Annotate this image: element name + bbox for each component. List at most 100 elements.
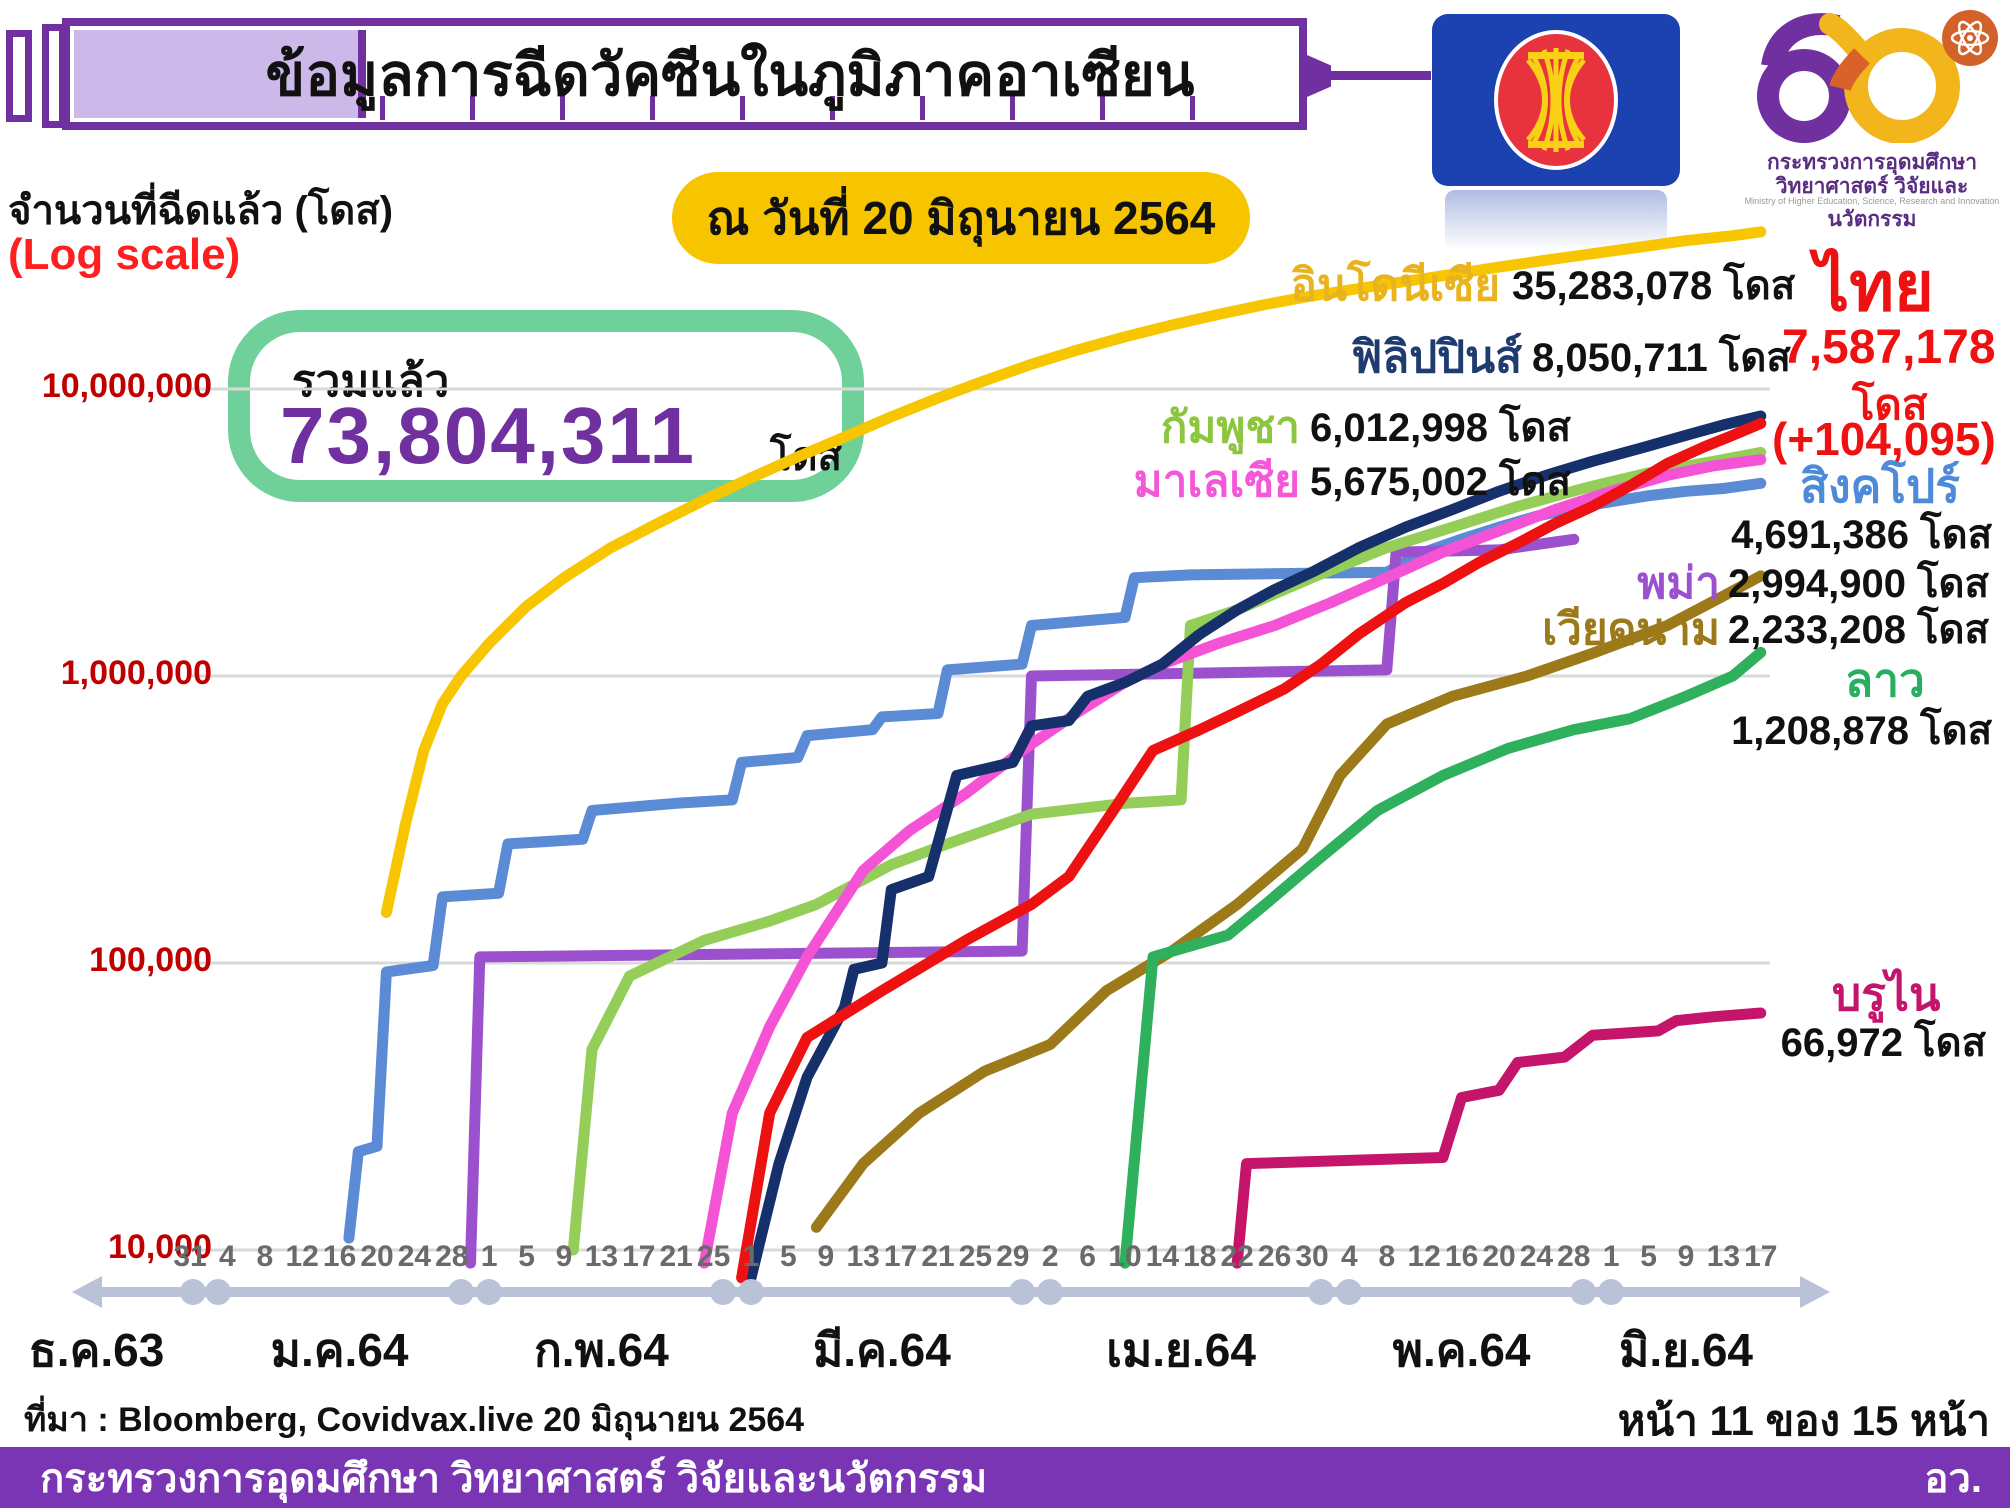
legend-label-philippines: ฟิลิปปินส์ — [1351, 333, 1522, 382]
series-line-myanmar — [465, 533, 1580, 1269]
mhesi-ministry-name-th-2: วิทยาศาสตร์ วิจัยและนวัตกรรม — [1775, 175, 1969, 231]
x-tick-label: 13 — [1706, 1240, 1741, 1273]
x-tick-label: 26 — [1257, 1240, 1292, 1273]
syringe-needle-icon — [1331, 71, 1431, 80]
x-tick-label: 20 — [360, 1240, 394, 1273]
x-tick-label: 25 — [696, 1240, 731, 1273]
legend-label-thailand: ไทย — [1815, 249, 1934, 325]
x-tick-label: 5 — [1640, 1240, 1657, 1273]
x-tick-label: 21 — [921, 1240, 955, 1273]
x-axis-left-arrow-icon — [72, 1276, 102, 1308]
x-tick-label: 25 — [958, 1240, 993, 1273]
series-line-thailand — [736, 417, 1767, 1284]
footer-ministry-abbr: อว. — [1924, 1456, 1982, 1501]
x-tick-label: 31 — [173, 1240, 207, 1273]
x-tick-label: 17 — [883, 1240, 918, 1273]
x-month-label: พ.ค.64 — [1392, 1324, 1531, 1376]
x-tick-label: 8 — [256, 1240, 274, 1273]
footer-bar: กระทรวงการอุดมศึกษา วิทยาศาสตร์ วิจัยและ… — [0, 1447, 2010, 1508]
syringe-scale-ticks-icon — [380, 96, 1280, 120]
legend-value-vietnam: 2,233,208 โดส — [1728, 608, 1989, 652]
x-axis-month-node — [448, 1279, 475, 1305]
legend-unit-thailand: โดส — [1852, 381, 1928, 428]
y-tick-label: 100,000 — [89, 941, 212, 979]
x-month-label: มิ.ย.64 — [1618, 1324, 1754, 1376]
x-tick-label: 16 — [322, 1240, 357, 1273]
page-number: หน้า 11 ของ 15 หน้า — [1617, 1397, 1990, 1444]
mhesi-logo: กระทรวงการอุดมศึกษา วิทยาศาสตร์ วิจัยและ… — [1742, 8, 2002, 231]
total-unit: โดส — [770, 435, 842, 479]
x-month-label: ธ.ค.63 — [28, 1324, 165, 1376]
x-tick-label: 1 — [1602, 1240, 1620, 1273]
x-tick-label: 14 — [1145, 1240, 1180, 1273]
x-tick-label: 17 — [1744, 1240, 1778, 1273]
x-month-label: ม.ค.64 — [270, 1324, 409, 1376]
atom-icon — [1942, 10, 1998, 66]
mhesi-ministry-name-en: Ministry of Higher Education, Science, R… — [1744, 196, 2000, 206]
x-tick-label: 8 — [1378, 1240, 1396, 1273]
x-axis-month-node — [1009, 1279, 1036, 1305]
x-axis-month-node — [1037, 1279, 1064, 1305]
series-line-philippines — [745, 410, 1767, 1284]
legend-label-cambodia: กัมพูชา — [1160, 403, 1300, 452]
x-tick-label: 12 — [1407, 1240, 1441, 1273]
x-tick-label: 28 — [1557, 1240, 1591, 1273]
legend-value-cambodia: 6,012,998 โดส — [1310, 406, 1571, 450]
log-scale-note: (Log scale) — [8, 230, 241, 279]
asean-flag-icon — [1432, 14, 1680, 186]
y-axis-title: จำนวนที่ฉีดแล้ว (โดส) — [8, 189, 394, 233]
source-note: ที่มา : Bloomberg, Covidvax.live 20 มิถุ… — [24, 1401, 805, 1439]
x-tick-label: 21 — [659, 1240, 693, 1273]
legend-label-vietnam: เวียดนาม — [1542, 605, 1720, 654]
x-tick-label: 9 — [817, 1240, 835, 1273]
as-of-date-badge: ณ วันที่ 20 มิถุนายน 2564 — [672, 172, 1250, 264]
y-tick-label: 10,000,000 — [41, 367, 212, 405]
legend-value-singapore: 4,691,386 โดส — [1731, 513, 1992, 557]
x-tick-label: 4 — [1341, 1240, 1358, 1273]
x-tick-label: 30 — [1295, 1240, 1329, 1273]
x-tick-label: 24 — [1519, 1240, 1554, 1273]
x-tick-label: 13 — [584, 1240, 619, 1273]
x-tick-label: 29 — [996, 1240, 1030, 1273]
x-axis-month-node — [1598, 1279, 1625, 1305]
footer-ministry-name: กระทรวงการอุดมศึกษา วิทยาศาสตร์ วิจัยและ… — [40, 1456, 988, 1501]
x-axis-month-node — [1308, 1279, 1335, 1305]
y-tick-label: 10,000 — [108, 1228, 212, 1266]
syringe-plunger-fill-icon — [74, 30, 366, 118]
x-tick-label: 4 — [219, 1240, 236, 1273]
x-tick-label: 16 — [1444, 1240, 1479, 1273]
x-axis-month-node — [1336, 1279, 1363, 1305]
x-tick-label: 9 — [555, 1240, 573, 1273]
series-line-laos — [1119, 646, 1767, 1269]
series-line-cambodia — [567, 446, 1767, 1256]
x-axis-month-node — [709, 1279, 736, 1305]
x-tick-label: 18 — [1183, 1240, 1217, 1273]
y-tick-label: 1,000,000 — [60, 654, 212, 692]
syringe-needle-hub-icon — [1307, 55, 1331, 97]
x-tick-label: 17 — [622, 1240, 656, 1273]
x-axis-line — [98, 1287, 1800, 1297]
x-tick-label: 13 — [846, 1240, 880, 1273]
x-month-label: มี.ค.64 — [812, 1324, 951, 1376]
series-line-vietnam — [810, 570, 1767, 1233]
legend-value-philippines: 8,050,711 โดส — [1532, 336, 1791, 380]
legend-value-indonesia: 35,283,078 โดส — [1512, 264, 1796, 308]
x-tick-label: 9 — [1677, 1240, 1695, 1273]
flag-reflection — [1445, 190, 1667, 250]
x-tick-label: 24 — [397, 1240, 432, 1273]
x-axis-right-arrow-icon — [1800, 1276, 1830, 1308]
x-axis-month-node — [205, 1279, 232, 1305]
total-value: 73,804,311 — [280, 391, 696, 480]
x-tick-label: 22 — [1220, 1240, 1254, 1273]
legend-label-singapore: สิงคโปร์ — [1800, 460, 1960, 512]
legend-label-indonesia: อินโดนีเซีย — [1290, 261, 1500, 310]
x-tick-label: 12 — [285, 1240, 319, 1273]
x-month-label: เม.ย.64 — [1106, 1324, 1256, 1376]
x-tick-label: 6 — [1079, 1240, 1096, 1273]
total-doses-badge: รวมแล้ว 73,804,311 โดส — [228, 310, 864, 502]
mhesi-60-mark-icon — [1757, 10, 1998, 144]
mhesi-ministry-name-th-1: กระทรวงการอุดมศึกษา — [1767, 151, 1977, 174]
legend-label-myanmar: พม่า — [1637, 559, 1720, 608]
x-tick-label: 28 — [435, 1240, 469, 1273]
